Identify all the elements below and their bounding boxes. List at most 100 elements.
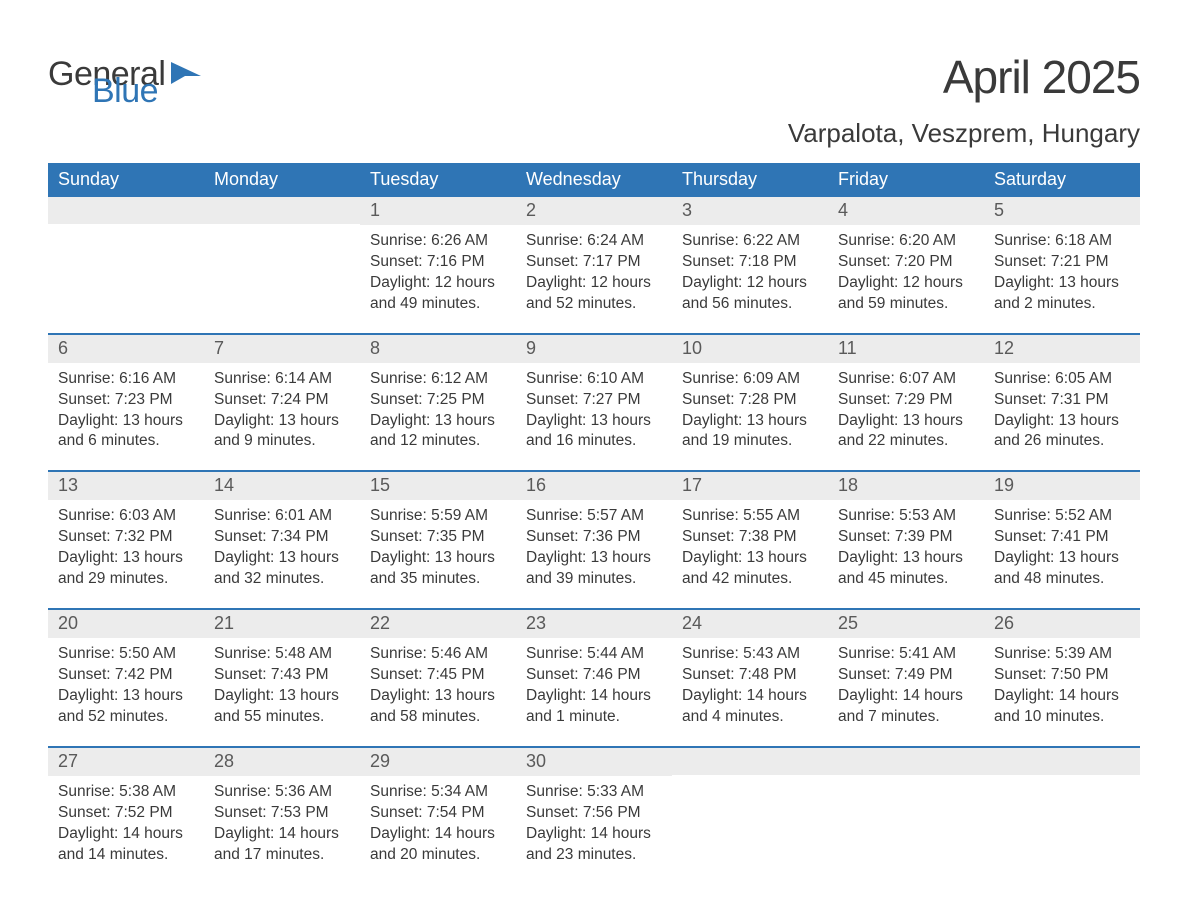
day-content: Sunrise: 6:10 AMSunset: 7:27 PMDaylight:… <box>516 363 672 453</box>
sunset-text: Sunset: 7:34 PM <box>214 527 350 548</box>
sunset-text: Sunset: 7:35 PM <box>370 527 506 548</box>
day-number: 21 <box>204 610 360 638</box>
day-content: Sunrise: 6:07 AMSunset: 7:29 PMDaylight:… <box>828 363 984 453</box>
daylight-text: Daylight: 13 hours and 6 minutes. <box>58 411 194 453</box>
day-cell: 6Sunrise: 6:16 AMSunset: 7:23 PMDaylight… <box>48 335 204 471</box>
weekday-header: Friday <box>828 163 984 197</box>
day-content: Sunrise: 6:16 AMSunset: 7:23 PMDaylight:… <box>48 363 204 453</box>
day-content: Sunrise: 6:26 AMSunset: 7:16 PMDaylight:… <box>360 225 516 315</box>
sunrise-text: Sunrise: 5:48 AM <box>214 644 350 665</box>
day-number: 8 <box>360 335 516 363</box>
sunset-text: Sunset: 7:48 PM <box>682 665 818 686</box>
day-cell <box>48 197 204 333</box>
day-cell: 16Sunrise: 5:57 AMSunset: 7:36 PMDayligh… <box>516 472 672 608</box>
day-content: Sunrise: 5:53 AMSunset: 7:39 PMDaylight:… <box>828 500 984 590</box>
day-number: 25 <box>828 610 984 638</box>
sunset-text: Sunset: 7:16 PM <box>370 252 506 273</box>
day-number <box>984 748 1140 775</box>
day-content: Sunrise: 5:46 AMSunset: 7:45 PMDaylight:… <box>360 638 516 728</box>
logo-text: General Blue <box>48 60 165 106</box>
day-content: Sunrise: 5:55 AMSunset: 7:38 PMDaylight:… <box>672 500 828 590</box>
day-content: Sunrise: 6:14 AMSunset: 7:24 PMDaylight:… <box>204 363 360 453</box>
sunrise-text: Sunrise: 6:12 AM <box>370 369 506 390</box>
weekday-header-row: SundayMondayTuesdayWednesdayThursdayFrid… <box>48 163 1140 197</box>
day-cell <box>984 748 1140 884</box>
day-number: 10 <box>672 335 828 363</box>
sunrise-text: Sunrise: 6:16 AM <box>58 369 194 390</box>
location-subtitle: Varpalota, Veszprem, Hungary <box>788 118 1140 149</box>
calendar: SundayMondayTuesdayWednesdayThursdayFrid… <box>48 163 1140 883</box>
sunset-text: Sunset: 7:56 PM <box>526 803 662 824</box>
sunset-text: Sunset: 7:18 PM <box>682 252 818 273</box>
day-cell: 5Sunrise: 6:18 AMSunset: 7:21 PMDaylight… <box>984 197 1140 333</box>
day-number <box>672 748 828 775</box>
day-number: 28 <box>204 748 360 776</box>
sunrise-text: Sunrise: 6:10 AM <box>526 369 662 390</box>
sunrise-text: Sunrise: 5:50 AM <box>58 644 194 665</box>
day-content: Sunrise: 6:24 AMSunset: 7:17 PMDaylight:… <box>516 225 672 315</box>
daylight-text: Daylight: 13 hours and 19 minutes. <box>682 411 818 453</box>
header-region: General Blue April 2025 Varpalota, Veszp… <box>48 50 1140 149</box>
sunrise-text: Sunrise: 5:53 AM <box>838 506 974 527</box>
daylight-text: Daylight: 13 hours and 2 minutes. <box>994 273 1130 315</box>
daylight-text: Daylight: 14 hours and 1 minute. <box>526 686 662 728</box>
daylight-text: Daylight: 12 hours and 49 minutes. <box>370 273 506 315</box>
daylight-text: Daylight: 13 hours and 58 minutes. <box>370 686 506 728</box>
day-number: 15 <box>360 472 516 500</box>
sunset-text: Sunset: 7:52 PM <box>58 803 194 824</box>
day-number: 9 <box>516 335 672 363</box>
sunset-text: Sunset: 7:50 PM <box>994 665 1130 686</box>
daylight-text: Daylight: 13 hours and 42 minutes. <box>682 548 818 590</box>
day-cell: 27Sunrise: 5:38 AMSunset: 7:52 PMDayligh… <box>48 748 204 884</box>
day-content: Sunrise: 5:34 AMSunset: 7:54 PMDaylight:… <box>360 776 516 866</box>
day-cell: 23Sunrise: 5:44 AMSunset: 7:46 PMDayligh… <box>516 610 672 746</box>
day-number: 24 <box>672 610 828 638</box>
day-content: Sunrise: 5:39 AMSunset: 7:50 PMDaylight:… <box>984 638 1140 728</box>
day-number: 3 <box>672 197 828 225</box>
day-number <box>828 748 984 775</box>
sunset-text: Sunset: 7:20 PM <box>838 252 974 273</box>
day-number: 20 <box>48 610 204 638</box>
day-content: Sunrise: 5:52 AMSunset: 7:41 PMDaylight:… <box>984 500 1140 590</box>
daylight-text: Daylight: 13 hours and 55 minutes. <box>214 686 350 728</box>
day-content: Sunrise: 5:43 AMSunset: 7:48 PMDaylight:… <box>672 638 828 728</box>
sunrise-text: Sunrise: 5:43 AM <box>682 644 818 665</box>
logo-word-blue: Blue <box>92 77 165 106</box>
sunset-text: Sunset: 7:54 PM <box>370 803 506 824</box>
day-number: 1 <box>360 197 516 225</box>
daylight-text: Daylight: 13 hours and 22 minutes. <box>838 411 974 453</box>
day-cell: 9Sunrise: 6:10 AMSunset: 7:27 PMDaylight… <box>516 335 672 471</box>
day-content: Sunrise: 5:48 AMSunset: 7:43 PMDaylight:… <box>204 638 360 728</box>
daylight-text: Daylight: 14 hours and 14 minutes. <box>58 824 194 866</box>
day-number: 6 <box>48 335 204 363</box>
day-cell: 15Sunrise: 5:59 AMSunset: 7:35 PMDayligh… <box>360 472 516 608</box>
day-content: Sunrise: 5:33 AMSunset: 7:56 PMDaylight:… <box>516 776 672 866</box>
day-content: Sunrise: 5:38 AMSunset: 7:52 PMDaylight:… <box>48 776 204 866</box>
sunrise-text: Sunrise: 5:39 AM <box>994 644 1130 665</box>
week-row: 13Sunrise: 6:03 AMSunset: 7:32 PMDayligh… <box>48 470 1140 608</box>
day-cell: 1Sunrise: 6:26 AMSunset: 7:16 PMDaylight… <box>360 197 516 333</box>
day-content: Sunrise: 6:12 AMSunset: 7:25 PMDaylight:… <box>360 363 516 453</box>
day-cell: 2Sunrise: 6:24 AMSunset: 7:17 PMDaylight… <box>516 197 672 333</box>
day-number: 18 <box>828 472 984 500</box>
day-cell: 13Sunrise: 6:03 AMSunset: 7:32 PMDayligh… <box>48 472 204 608</box>
daylight-text: Daylight: 13 hours and 12 minutes. <box>370 411 506 453</box>
sunrise-text: Sunrise: 5:52 AM <box>994 506 1130 527</box>
day-number: 11 <box>828 335 984 363</box>
month-title: April 2025 <box>788 50 1140 104</box>
daylight-text: Daylight: 13 hours and 16 minutes. <box>526 411 662 453</box>
daylight-text: Daylight: 14 hours and 17 minutes. <box>214 824 350 866</box>
weekday-header: Wednesday <box>516 163 672 197</box>
day-content: Sunrise: 6:05 AMSunset: 7:31 PMDaylight:… <box>984 363 1140 453</box>
sunset-text: Sunset: 7:29 PM <box>838 390 974 411</box>
sunrise-text: Sunrise: 5:46 AM <box>370 644 506 665</box>
day-cell: 29Sunrise: 5:34 AMSunset: 7:54 PMDayligh… <box>360 748 516 884</box>
flag-icon <box>171 62 201 86</box>
sunrise-text: Sunrise: 6:03 AM <box>58 506 194 527</box>
weekday-header: Tuesday <box>360 163 516 197</box>
sunset-text: Sunset: 7:38 PM <box>682 527 818 548</box>
sunset-text: Sunset: 7:42 PM <box>58 665 194 686</box>
daylight-text: Daylight: 14 hours and 20 minutes. <box>370 824 506 866</box>
sunrise-text: Sunrise: 5:36 AM <box>214 782 350 803</box>
sunrise-text: Sunrise: 6:05 AM <box>994 369 1130 390</box>
